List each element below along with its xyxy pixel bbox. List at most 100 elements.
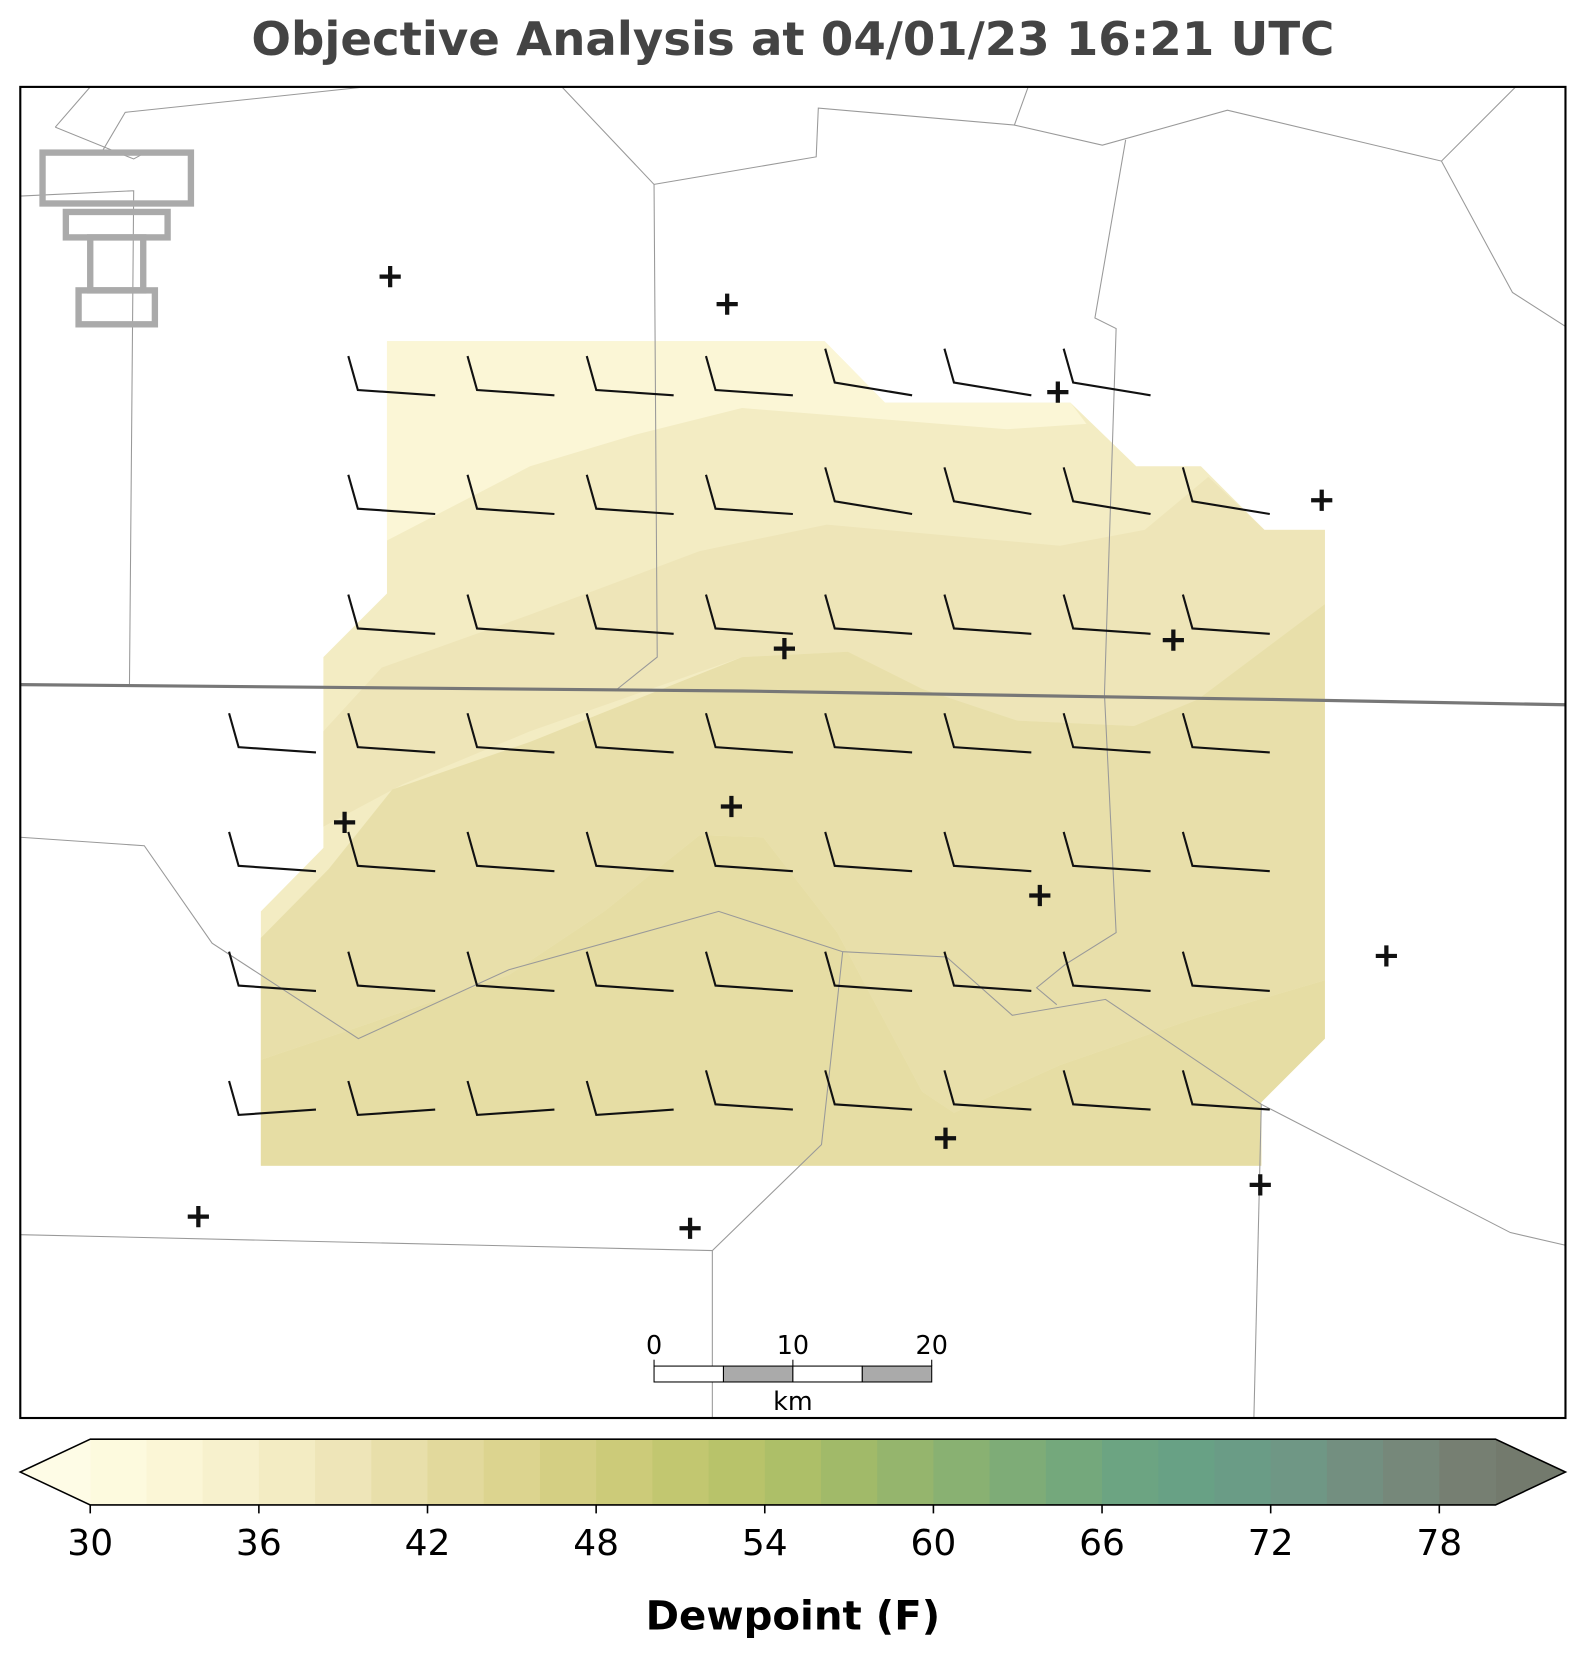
wind-barb: [704, 1070, 793, 1111]
colorbar-bin: [1383, 1439, 1440, 1505]
wind-barb: [943, 594, 1032, 635]
scale-segment: [722, 1365, 794, 1383]
wind-barb: [228, 1080, 317, 1117]
colorbar-bin: [933, 1439, 991, 1505]
scale-unit: km: [773, 1386, 813, 1416]
county-line: [1441, 160, 1566, 327]
state-line: [20, 683, 1566, 707]
wind-barb: [1181, 951, 1270, 992]
wind-barb: [466, 1080, 555, 1117]
wind-barb: [1062, 594, 1151, 635]
wind-barb: [824, 712, 913, 754]
wind-barb: [585, 951, 674, 992]
wind-barb: [824, 467, 913, 516]
scale-tick-label: 20: [916, 1330, 948, 1360]
wind-barb: [228, 712, 317, 754]
scale-segment: [653, 1365, 724, 1383]
wind-barb: [585, 1080, 674, 1117]
colorbar-bin: [820, 1439, 878, 1505]
colorbar-bin: [1045, 1439, 1103, 1505]
logo-part: [75, 287, 159, 328]
shaded-region: [386, 341, 1087, 541]
wind-barb: [466, 474, 555, 516]
wind-barbs: [228, 348, 1270, 1117]
wind-barb: [228, 951, 317, 992]
wind-barb: [1181, 712, 1270, 754]
station-marker: [379, 266, 401, 288]
colorbar-tick-label: 72: [1248, 1523, 1294, 1564]
station-marker: [1029, 884, 1051, 907]
wind-barb: [347, 1080, 436, 1117]
colorbar-bin: [315, 1439, 372, 1505]
county-line: [100, 86, 366, 154]
colorbar-bin: [877, 1439, 934, 1505]
wind-barb: [1062, 951, 1151, 992]
colorbar-bin: [371, 1439, 429, 1505]
colorbar-bin: [708, 1439, 766, 1505]
wind-barb: [1181, 594, 1270, 635]
shaded-region: [260, 604, 1325, 1113]
station-marker: [1311, 489, 1333, 511]
logo-part: [39, 149, 195, 207]
station-marker: [679, 1217, 701, 1239]
colorbar-tick-label: 54: [742, 1523, 788, 1564]
wind-barb: [704, 712, 793, 754]
county-line: [1035, 139, 1127, 1006]
scale-segment: [792, 1365, 863, 1383]
colorbar-bin: [258, 1439, 316, 1505]
colorbar-bin: [427, 1439, 485, 1505]
wind-barb: [943, 348, 1032, 397]
wind-barb: [704, 951, 793, 992]
wind-barb: [943, 467, 1032, 516]
colorbar-tick-label: 30: [67, 1523, 113, 1564]
station-marker: [187, 1206, 209, 1228]
colorbar-bin: [1158, 1439, 1215, 1505]
colorbar-tick-label: 60: [910, 1523, 956, 1564]
colorbar-tick-label: 78: [1416, 1523, 1462, 1564]
wind-barb: [824, 348, 913, 397]
title: Objective Analysis at 04/01/23 16:21 UTC: [251, 12, 1334, 66]
wind-barb: [466, 355, 555, 397]
colorbar-bin: [1439, 1439, 1497, 1505]
colorbar: 30 36 42 48 54 60 66 72 78: [18, 1438, 1568, 1564]
colorbar-bin: [90, 1439, 147, 1505]
wind-barb: [1181, 1070, 1270, 1111]
colorbar-bin: [1102, 1439, 1159, 1505]
county-line: [1014, 86, 1517, 162]
wind-barb: [824, 1070, 913, 1111]
wind-barb: [704, 594, 793, 635]
wind-barb: [943, 1070, 1032, 1111]
wind-barb: [347, 594, 436, 635]
colorbar-over: [1495, 1439, 1566, 1505]
wind-barb: [466, 712, 555, 754]
scale-tick-label: 0: [646, 1330, 662, 1360]
county-lines: [20, 86, 1566, 1419]
colorbar-bin: [652, 1439, 710, 1505]
station-marker: [720, 795, 743, 818]
county-line: [1253, 1104, 1262, 1419]
wind-barb: [585, 831, 674, 873]
colorbar-bin: [146, 1439, 204, 1505]
stations: [187, 266, 1397, 1239]
wind-barb: [943, 951, 1032, 992]
wind-barb: [943, 831, 1032, 873]
wind-barb: [347, 831, 436, 873]
wind-barb: [704, 474, 793, 516]
wind-barb: [347, 474, 436, 516]
colorbar-bin: [483, 1439, 541, 1505]
wind-barb: [347, 951, 436, 992]
shaded-region: [260, 835, 1325, 1166]
county-line: [561, 86, 658, 692]
colorbar-bin: [1214, 1439, 1272, 1505]
colorbar-bin: [1326, 1439, 1384, 1505]
wind-barb: [1181, 831, 1270, 873]
colorbar-outline: [18, 1438, 1568, 1506]
wind-barb: [824, 831, 913, 873]
colorbar-bin: [202, 1439, 260, 1505]
colorbar-bin: [1270, 1439, 1328, 1505]
wind-barb: [347, 712, 436, 754]
station-marker: [333, 811, 356, 833]
county-line: [54, 86, 91, 128]
colorbar-bin: [764, 1439, 822, 1505]
